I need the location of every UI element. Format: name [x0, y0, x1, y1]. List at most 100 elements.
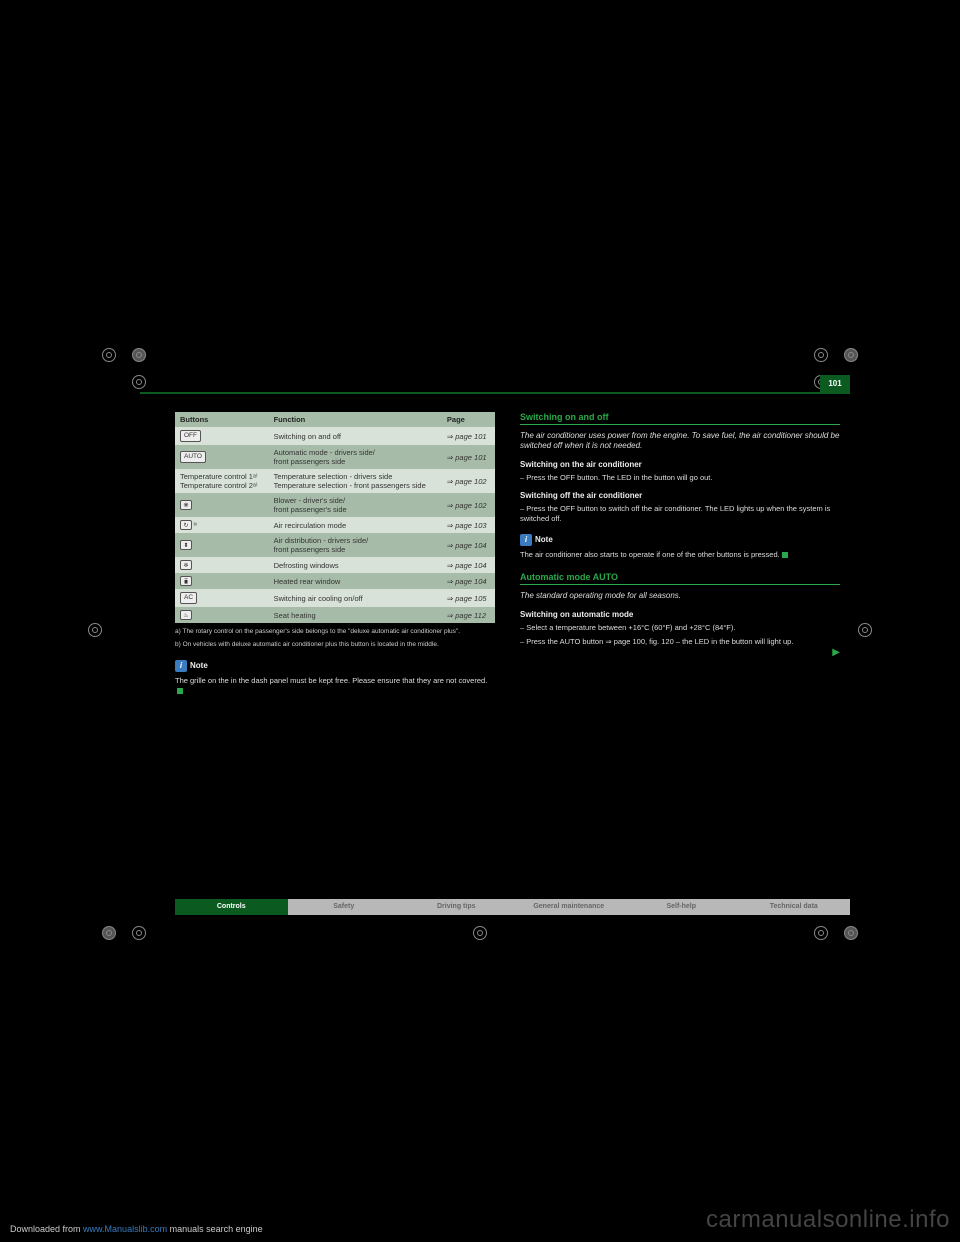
page-number-tab: 101: [820, 375, 850, 392]
tab-technical-data[interactable]: Technical data: [738, 899, 851, 915]
section-switching-sub: The air conditioner uses power from the …: [520, 431, 840, 452]
cell-function: Switching on and off: [269, 427, 442, 445]
proc-text: Select a temperature between +16°C (60°F…: [526, 623, 735, 632]
crop-mark: [132, 348, 146, 362]
cell-page: ⇒ page 105: [442, 589, 495, 607]
th-page: Page: [442, 412, 495, 427]
proc-auto-line1: – Select a temperature between +16°C (60…: [520, 623, 840, 633]
table-row: AUTO Automatic mode - drivers side/ front…: [175, 445, 495, 469]
cell-function: Air recirculation mode: [269, 517, 442, 533]
info-icon: i: [520, 534, 532, 546]
crop-mark: [814, 348, 828, 362]
crop-mark: [844, 926, 858, 940]
button-icon: ❋: [180, 500, 192, 510]
proc-off-text: – Press the OFF button to switch off the…: [520, 504, 840, 524]
table-row: ♨Seat heating⇒ page 112: [175, 607, 495, 623]
crop-mark: [844, 348, 858, 362]
tab-controls[interactable]: Controls: [175, 899, 288, 915]
proc-text: Press the OFF button to switch off the a…: [520, 504, 830, 523]
tab-self-help[interactable]: Self-help: [625, 899, 738, 915]
end-mark: [782, 552, 788, 558]
table-row: OFFSwitching on and off⇒ page 101: [175, 427, 495, 445]
note-title: Note: [535, 535, 553, 544]
section-auto-title: Automatic mode AUTO: [520, 572, 618, 582]
button-icon: ↻: [180, 520, 192, 530]
button-icon: ⧯: [180, 576, 192, 586]
crop-mark: [88, 623, 102, 637]
th-buttons: Buttons: [175, 412, 269, 427]
note-body-right: The air conditioner also starts to opera…: [520, 550, 840, 560]
button-key: AC: [180, 592, 197, 604]
note-title: Note: [190, 661, 208, 670]
tab-maintenance[interactable]: General maintenance: [513, 899, 626, 915]
bottom-tabs: Controls Safety Driving tips General mai…: [175, 899, 850, 915]
th-function: Function: [269, 412, 442, 427]
cell-function: Switching air cooling on/off: [269, 589, 442, 607]
cell-button: ↻ ᵇ⁾: [175, 517, 269, 533]
button-icon: ♨: [180, 610, 192, 620]
button-key: AUTO: [180, 451, 206, 463]
cell-page: ⇒ page 112: [442, 607, 495, 623]
section-auto: Automatic mode AUTO: [520, 572, 840, 585]
cell-button: AUTO: [175, 445, 269, 469]
cell-page: ⇒ page 103: [442, 517, 495, 533]
section-switching: Switching on and off: [520, 412, 840, 425]
cell-page: ⇒ page 102: [442, 493, 495, 517]
download-footer: Downloaded from www.Manualslib.com manua…: [10, 1224, 263, 1234]
button-key: OFF: [180, 430, 201, 442]
crop-mark: [132, 926, 146, 940]
end-mark: [177, 688, 183, 694]
crop-mark: [473, 926, 487, 940]
cell-function: Defrosting windows: [269, 557, 442, 573]
crop-mark: [102, 926, 116, 940]
proc-text: Press the OFF button. The LED in the but…: [526, 473, 712, 482]
right-column: Switching on and off The air conditioner…: [520, 412, 840, 880]
proc-off-title: Switching off the air conditioner: [520, 491, 840, 500]
note-body-left: The grille on the in the dash panel must…: [175, 676, 495, 696]
cell-function: Automatic mode - drivers side/ front pas…: [269, 445, 442, 469]
tab-driving-tips[interactable]: Driving tips: [400, 899, 513, 915]
buttons-table: Buttons Function Page OFF Switching on an…: [175, 412, 495, 623]
cell-function: Temperature selection - drivers side Tem…: [269, 469, 442, 493]
crop-mark: [132, 375, 146, 389]
cell-page: ⇒ page 101: [442, 445, 495, 469]
table-row: ⧯Heated rear window⇒ page 104: [175, 573, 495, 589]
footnote-a: a) The rotary control on the passenger's…: [175, 628, 495, 636]
tab-safety[interactable]: Safety: [288, 899, 401, 915]
dl-prefix: Downloaded from: [10, 1224, 83, 1234]
cell-page: ⇒ page 104: [442, 573, 495, 589]
cell-page: ⇒ page 102: [442, 469, 495, 493]
cell-function: Air distribution - drivers side/ front p…: [269, 533, 442, 557]
dl-suffix: manuals search engine: [167, 1224, 263, 1234]
cell-page: ⇒ page 104: [442, 557, 495, 573]
table-row: ❄Defrosting windows⇒ page 104: [175, 557, 495, 573]
proc-text: Press the AUTO button ⇒ page 100, fig. 1…: [526, 637, 793, 646]
cell-button: ⧯: [175, 573, 269, 589]
info-icon: i: [175, 660, 187, 672]
cell-button: ♨: [175, 607, 269, 623]
proc-on-title: Switching on the air conditioner: [520, 460, 840, 469]
footnote-b: b) On vehicles with deluxe automatic air…: [175, 641, 495, 649]
proc-on-text: – Press the OFF button. The LED in the b…: [520, 473, 840, 483]
proc-auto-line2: – Press the AUTO button ⇒ page 100, fig.…: [520, 637, 840, 647]
crop-mark: [814, 926, 828, 940]
table-row: ❋ Blower - driver's side/ front passenger…: [175, 493, 495, 517]
crop-mark: [102, 348, 116, 362]
table-row: ⬍Air distribution - drivers side/ front …: [175, 533, 495, 557]
crop-mark: [858, 623, 872, 637]
watermark: carmanualsonline.info: [706, 1206, 950, 1234]
note-heading-left: iNote: [175, 660, 495, 672]
cell-button: ❋: [175, 493, 269, 517]
manualslib-link[interactable]: www.Manualslib.com: [83, 1224, 167, 1234]
cell-button: OFF: [175, 427, 269, 445]
note-text: The air conditioner also starts to opera…: [520, 550, 780, 559]
table-row: AC Switching air cooling on/off⇒ page 105: [175, 589, 495, 607]
table-row: ↻ ᵇ⁾Air recirculation mode⇒ page 103: [175, 517, 495, 533]
note-text: The grille on the in the dash panel must…: [175, 676, 487, 685]
content-area: Buttons Function Page OFF Switching on an…: [175, 412, 840, 880]
cell-button: ❄: [175, 557, 269, 573]
left-column: Buttons Function Page OFF Switching on an…: [175, 412, 495, 880]
cell-page: ⇒ page 104: [442, 533, 495, 557]
cell-function: Blower - driver's side/ front passenger'…: [269, 493, 442, 517]
cell-button: ⬍: [175, 533, 269, 557]
